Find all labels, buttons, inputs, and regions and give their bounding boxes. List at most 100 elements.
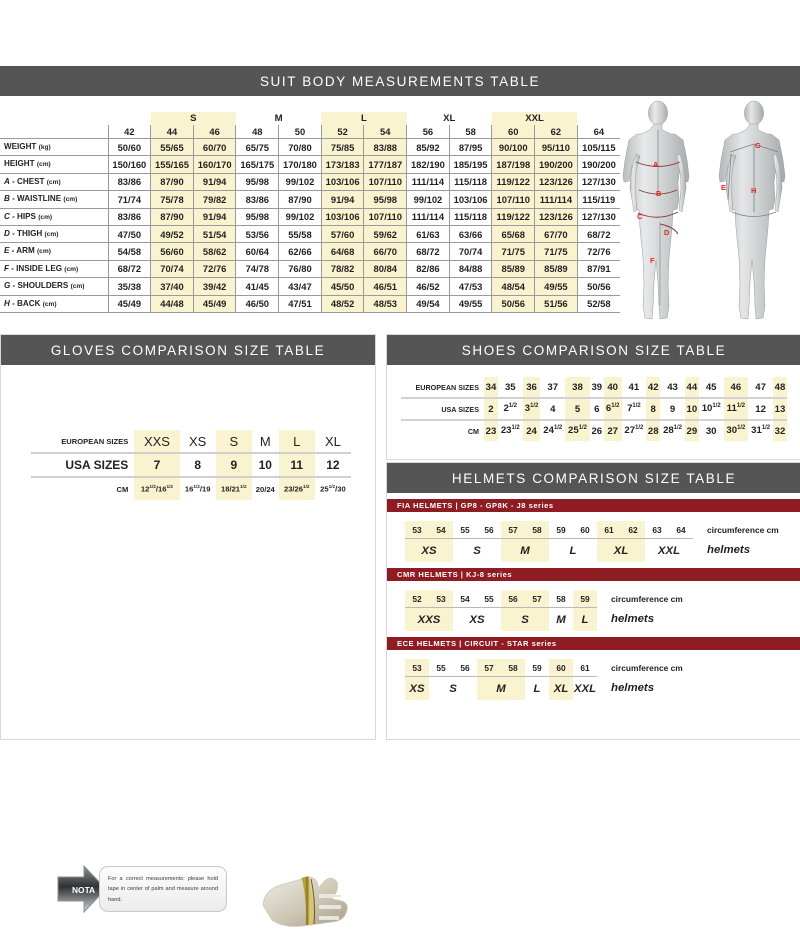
mark-F: F — [650, 256, 655, 265]
suit-cell: 72/76 — [576, 242, 620, 261]
suit-cell: 48/53 — [363, 294, 407, 314]
shoes-cell: 36 — [522, 377, 541, 398]
suit-cell: 63/66 — [448, 225, 492, 243]
gloves-panel: GLOVES COMPARISON SIZE TABLE EUROPEAN SI… — [0, 334, 376, 929]
spacer — [0, 125, 108, 139]
helmet-section-subtitle: FIA HELMETS | GP8 - GP8K - J8 series — [387, 499, 800, 512]
gloves-cell: 18/211/2 — [215, 476, 252, 500]
helmet-section-1: CMR HELMETS | KJ-8 series 52 53 54 55 56 57 58 5… — [387, 568, 800, 631]
suit-cell: 111/114 — [534, 190, 578, 209]
nota-note-text: For a correct measurements: please hold … — [99, 866, 227, 912]
suit-cell: 115/118 — [448, 172, 492, 191]
shoes-cell: 47 — [755, 381, 766, 393]
suit-cell: 62/66 — [278, 242, 322, 261]
helmet-circumference-cell: 55 — [460, 524, 470, 535]
shoes-cell: 101/2 — [698, 397, 724, 420]
shoes-cell: 251/2 — [565, 419, 590, 441]
gloves-cell: 10 — [251, 452, 279, 477]
helmet-circumference-cell: 61 — [597, 521, 621, 539]
suit-size-60: 60 — [491, 125, 535, 139]
table-row: HEIGHT (cm) 150/160 155/165 160/170 165/175 1… — [0, 155, 620, 174]
shoes-cell: 44 — [684, 377, 699, 398]
suit-cell: 95/98 — [235, 172, 279, 191]
helmet-size-table: 53 54 55 56 57 58 59 60 61 62 63 64 circumference cm… — [405, 521, 779, 562]
helmet-size-table: 52 53 54 55 56 57 58 59 circumference cm XXS XS S M L… — [405, 590, 683, 631]
shoes-row-label: USA SIZES — [401, 397, 484, 420]
shoes-cell: 8 — [646, 397, 661, 420]
mark-G: G — [755, 141, 761, 150]
suit-cell: 37/40 — [150, 277, 194, 296]
suit-cell: 49/52 — [150, 225, 194, 243]
helmet-circumference-cell: 64 — [676, 524, 686, 535]
suit-measurements-table: S M L XL XXL 42 44 46 48 50 52 54 56 58 60 62 64 WEIGHT (… — [0, 112, 620, 314]
suit-table-title-bar: SUIT BODY MEASUREMENTS TABLE — [0, 66, 800, 96]
shoes-cell: 61/2 — [603, 397, 622, 420]
suit-cell: 55/58 — [278, 225, 322, 243]
shoes-cell: 32 — [772, 419, 787, 441]
shoes-cell: 28 — [646, 419, 661, 441]
gloves-row-label: CM — [31, 476, 135, 500]
shoes-row-label: CM — [401, 419, 484, 441]
suit-cell: 85/92 — [406, 137, 450, 156]
helmet-circumference-note: circumference cm — [611, 593, 683, 604]
table-row: D - THIGH (cm) 47/50 49/52 51/54 53/56 55/58 5… — [0, 225, 620, 243]
suit-row-label-weight: WEIGHT (kg) — [0, 137, 108, 156]
suit-cell: 60/64 — [235, 242, 279, 261]
suit-row-label-back: H - BACK (cm) — [0, 294, 108, 314]
shoes-cell: 31/2 — [522, 397, 541, 420]
table-row: USA SIZES 7 8 9 10 11 12 — [31, 452, 351, 477]
suit-cell: 68/72 — [576, 225, 620, 243]
shoes-table-title-bar: SHOES COMPARISON SIZE TABLE — [387, 335, 800, 365]
helmet-circumference-cell: 58 — [501, 659, 525, 677]
suit-cell: 70/80 — [278, 137, 322, 156]
suit-cell: 47/50 — [107, 225, 151, 243]
gloves-cell: 12 — [314, 452, 351, 477]
helmet-circumference-cell: 58 — [556, 593, 566, 604]
helmet-size-xl: XL — [597, 538, 645, 562]
suit-group-none — [108, 112, 151, 125]
suit-cell: 79/82 — [192, 190, 236, 209]
suit-cell: 41/45 — [235, 277, 279, 296]
suit-cell: 52/58 — [576, 294, 620, 314]
suit-cell: 70/74 — [150, 259, 194, 278]
shoes-cell: 29 — [684, 419, 699, 441]
helmets-table-title: HELMETS COMPARISON SIZE TABLE — [451, 470, 737, 486]
gloves-cell: 7 — [134, 452, 180, 477]
suit-cell: 99/102 — [406, 190, 450, 209]
helmet-circumference-cell: 63 — [652, 524, 662, 535]
suit-cell: 115/119 — [576, 190, 620, 209]
mark-D: D — [664, 228, 670, 237]
gloves-cell: XL — [324, 433, 341, 449]
suit-cell: 80/84 — [363, 259, 407, 278]
table-row: USA SIZES 2 21/2 31/2 4 5 6 61/2 71/2 8 9 10 101/2 11… — [401, 397, 787, 420]
shoes-cell: 48 — [772, 377, 787, 398]
suit-cell: 71/75 — [534, 242, 578, 261]
shoes-cell: 21/2 — [497, 397, 523, 420]
gloves-size-table: EUROPEAN SIZES XXS XS S M L XL USA SIZES 7 8 9 10 11… — [31, 430, 351, 500]
helmet-helmets-note: helmets — [611, 682, 655, 695]
helmet-size-m: M — [501, 538, 549, 562]
helmet-circumference-cell: 53 — [429, 590, 453, 608]
helmet-helmets-note: helmets — [707, 544, 751, 557]
suit-cell: 123/126 — [534, 207, 578, 226]
helmet-size-l: L — [549, 538, 597, 562]
suit-group-row: S M L XL XXL — [0, 112, 620, 125]
helmet-circumference-row: 52 53 54 55 56 57 58 59 circumference cm — [405, 590, 683, 608]
shoes-cell: 10 — [684, 397, 699, 420]
suit-table-wrapper: S M L XL XXL 42 44 46 48 50 52 54 56 58 60 62 64 WEIGHT (… — [0, 112, 620, 314]
suit-cell: 76/80 — [278, 259, 322, 278]
shoes-cell: 12 — [748, 397, 773, 420]
shoes-cell: 45 — [705, 381, 717, 393]
suit-row-label-waistline: B - WAISTLINE (cm) — [0, 190, 108, 209]
suit-cell: 127/130 — [576, 207, 620, 226]
suit-cell: 99/102 — [278, 207, 322, 226]
suit-cell: 65/75 — [235, 137, 279, 156]
suit-cell: 45/49 — [107, 294, 151, 314]
nota-tag-text: NOTA — [72, 885, 95, 895]
helmet-circumference-note: circumference cm — [707, 524, 779, 535]
suit-cell: 107/110 — [491, 190, 535, 209]
suit-group-m: M — [274, 113, 283, 124]
gloves-row-label: USA SIZES — [31, 452, 135, 477]
helmet-circumference-cell: 59 — [556, 524, 566, 535]
suit-group-l: L — [321, 112, 407, 125]
